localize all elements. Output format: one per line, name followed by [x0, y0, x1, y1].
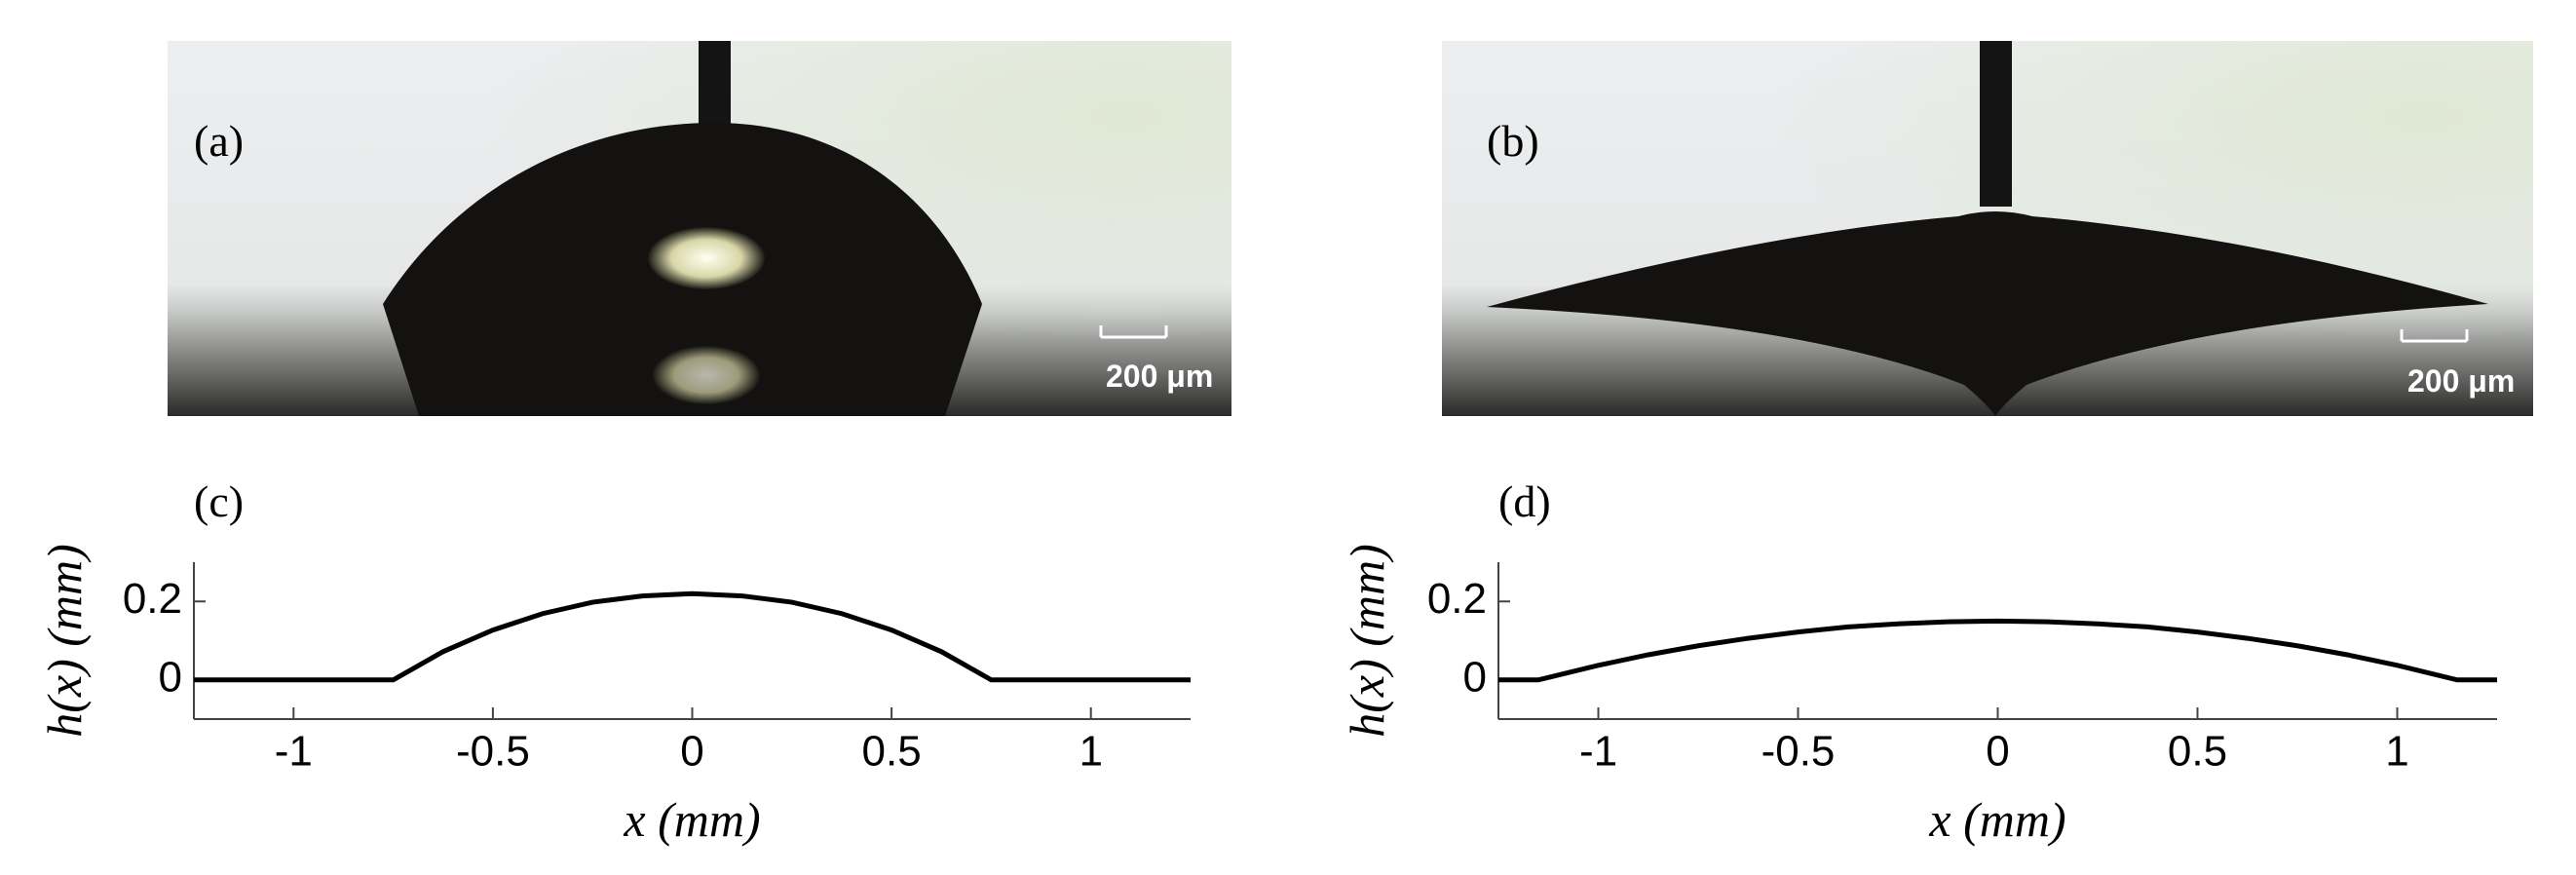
x-tick-label: 0.5	[2168, 728, 2227, 776]
scale-bar-label: 200 μm	[2407, 363, 2515, 399]
x-tick-label: 1	[2385, 728, 2408, 776]
y-axis-label: h(x) (mm)	[1340, 544, 1394, 738]
x-axis-label: x (mm)	[1928, 792, 2065, 847]
x-tick-label: 1	[1079, 728, 1102, 776]
y-tick-label: 0	[1463, 653, 1487, 701]
y-axis-label: h(x) (mm)	[37, 544, 92, 738]
panel-label: (a)	[194, 116, 244, 166]
y-tick-label: 0.2	[123, 575, 182, 623]
y-tick-label: 0.2	[1427, 575, 1487, 623]
x-tick-label: -1	[275, 728, 313, 776]
x-tick-label: -1	[1579, 728, 1617, 776]
y-tick-label: 0	[159, 653, 182, 701]
x-tick-label: 0.5	[862, 728, 922, 776]
x-axis-label: x (mm)	[623, 792, 760, 847]
line	[1498, 618, 2497, 683]
photo-a: 200 μm (a)	[168, 41, 1231, 416]
line	[194, 590, 1191, 683]
panel-label: (d)	[1498, 476, 1551, 526]
x-tick-label: -0.5	[456, 728, 530, 776]
x-tick-label: 0	[1986, 728, 2009, 776]
panel-label: (b)	[1487, 116, 1539, 166]
scale-bar-label: 200 μm	[1106, 359, 1213, 394]
x-tick-label: -0.5	[1762, 728, 1836, 776]
photo-b: 200 μm (b)	[1442, 41, 2533, 416]
panel-label: (c)	[194, 476, 244, 526]
x-tick-label: 0	[680, 728, 703, 776]
